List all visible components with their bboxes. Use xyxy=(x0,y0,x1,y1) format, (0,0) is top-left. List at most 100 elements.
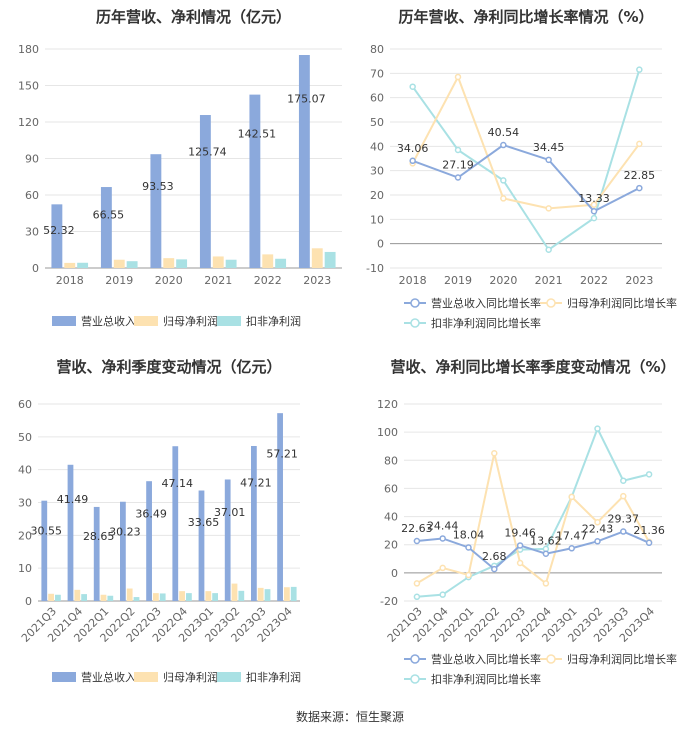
bar xyxy=(251,445,257,601)
data-label: 27.19 xyxy=(442,159,474,172)
data-label: 28.65 xyxy=(83,530,115,543)
data-point xyxy=(500,195,507,202)
legend-label: 扣非净利润 xyxy=(246,314,301,328)
bar xyxy=(290,586,297,601)
data-point xyxy=(413,537,421,545)
bar xyxy=(264,589,271,601)
bar xyxy=(298,54,310,268)
x-tick-label: 2019 xyxy=(444,274,472,287)
data-label: 41.49 xyxy=(57,493,89,506)
data-point xyxy=(409,157,416,165)
data-label: 36.49 xyxy=(135,508,167,521)
y-tick-label: 0 xyxy=(377,238,384,251)
series-line xyxy=(416,453,650,586)
data-point xyxy=(545,246,552,253)
bar xyxy=(238,590,245,601)
bar xyxy=(81,594,87,601)
bar xyxy=(212,256,224,268)
data-point xyxy=(645,471,653,478)
legend-item: 扣非净利润同比增长率 xyxy=(404,672,541,686)
data-point xyxy=(620,477,627,484)
x-tick-label: 2022 xyxy=(580,274,608,287)
bar xyxy=(153,593,159,601)
data-point xyxy=(542,550,550,557)
bar xyxy=(225,259,237,268)
chart-svg: 历年营收、净利情况（亿元） 0 30 60 90 120 150 180 2018 2019 202… xyxy=(18,8,342,328)
legend-swatch xyxy=(217,672,241,682)
data-label: 57.21 xyxy=(266,448,298,461)
legend-label: 归母净利润 xyxy=(163,670,218,684)
bar xyxy=(284,587,290,601)
annual-growth-rate-chart: 历年营收、净利同比增长率情况（%） -10 0 10 20 30 40 50 60 70 80 201… xyxy=(350,0,700,340)
data-point xyxy=(516,559,524,567)
bar xyxy=(176,259,188,268)
y-tick-label: 20 xyxy=(370,189,384,202)
legend-swatch xyxy=(134,316,158,326)
legend-label: 营业总收入 xyxy=(81,314,136,328)
y-tick-label: 20 xyxy=(18,529,32,542)
legend-item: 营业总收入同比增长率 xyxy=(404,652,541,666)
bar xyxy=(257,587,264,601)
chart-svg: 营收、净利同比增长率季度变动情况（%）-20020406080100120202… xyxy=(377,358,677,686)
data-point xyxy=(491,450,498,457)
bar xyxy=(198,490,205,601)
legend-swatch xyxy=(52,316,76,326)
bar xyxy=(212,593,218,601)
legend-marker xyxy=(410,318,420,328)
data-label: 24.44 xyxy=(427,519,459,532)
legend-item: 扣非净利润 xyxy=(217,670,301,684)
data-label: 33.65 xyxy=(188,516,220,529)
data-point xyxy=(594,538,601,545)
legend-swatch xyxy=(134,672,158,682)
legend-label: 归母净利润同比增长率 xyxy=(567,296,677,310)
data-label: 175.07 xyxy=(287,93,326,106)
data-point xyxy=(500,141,507,149)
legend-label: 归母净利润 xyxy=(163,314,218,328)
legend-marker xyxy=(546,654,556,664)
y-tick-label: 30 xyxy=(18,497,32,510)
y-tick-label: 0 xyxy=(25,595,32,608)
bar xyxy=(48,593,54,601)
chart-title: 营收、净利季度变动情况（亿元） xyxy=(56,358,281,376)
data-label: 40.54 xyxy=(488,126,520,139)
legend-label: 扣非净利润同比增长率 xyxy=(431,672,541,686)
data-point xyxy=(594,425,601,432)
y-tick-label: 30 xyxy=(370,165,384,178)
x-tick-label: 2019 xyxy=(105,274,133,287)
legend-label: 营业总收入同比增长率 xyxy=(431,296,541,310)
data-label: 66.55 xyxy=(93,209,125,222)
data-point xyxy=(439,535,446,542)
data-label: 22.63 xyxy=(401,522,433,535)
bar xyxy=(100,187,112,268)
x-tick-label: 2020 xyxy=(155,274,183,287)
y-tick-label: 90 xyxy=(25,153,39,166)
y-tick-label: 10 xyxy=(370,213,384,226)
y-tick-label: 60 xyxy=(25,189,39,202)
bar xyxy=(277,413,283,601)
data-label: 21.36 xyxy=(633,524,665,537)
y-tick-label: 40 xyxy=(384,511,398,524)
bar xyxy=(311,248,323,268)
data-label: 30.23 xyxy=(109,526,141,539)
chart-title: 历年营收、净利同比增长率情况（%） xyxy=(398,8,653,26)
bar xyxy=(93,506,100,601)
data-label: 18.04 xyxy=(453,528,485,541)
y-tick-label: 60 xyxy=(18,398,32,411)
legend-marker xyxy=(410,298,420,308)
chart-title: 历年营收、净利情况（亿元） xyxy=(96,8,291,26)
y-tick-label: 0 xyxy=(32,262,39,275)
bar xyxy=(275,258,287,268)
data-point xyxy=(620,528,627,535)
y-tick-label: 40 xyxy=(18,464,32,477)
bar xyxy=(74,589,81,601)
data-point xyxy=(465,571,472,579)
y-tick-label: 20 xyxy=(384,539,398,552)
data-point xyxy=(516,542,524,549)
data-label: 13.33 xyxy=(578,192,610,205)
y-tick-label: 50 xyxy=(370,116,384,129)
bar xyxy=(231,583,238,601)
data-label: 47.14 xyxy=(162,477,194,490)
legend-label: 营业总收入同比增长率 xyxy=(431,652,541,666)
y-tick-label: 60 xyxy=(370,92,384,105)
bar xyxy=(55,594,61,601)
